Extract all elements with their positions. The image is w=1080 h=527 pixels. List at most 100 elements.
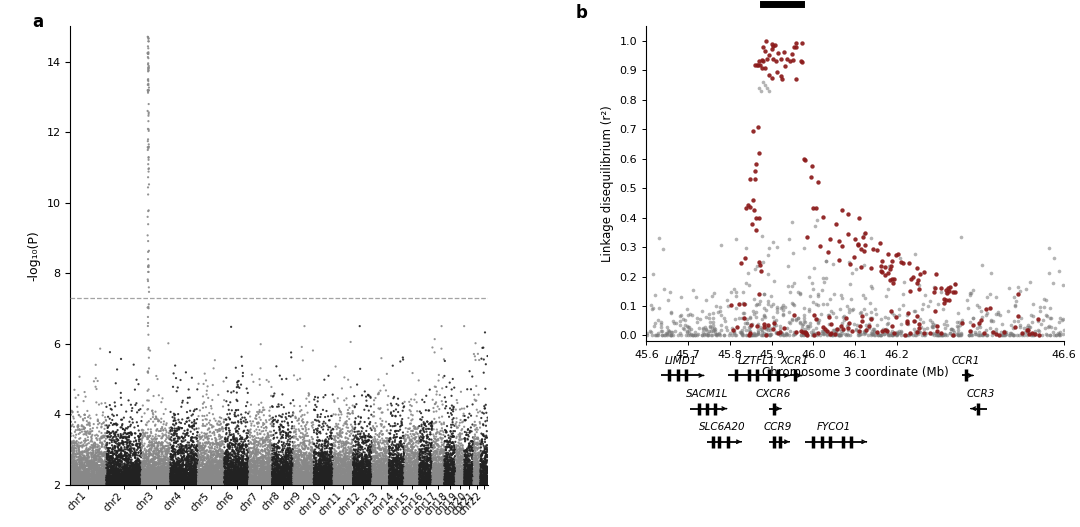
Point: [150, 470, 167, 478]
Point: [278, 475, 295, 484]
Point: [150, 457, 167, 466]
Point: [69, 470, 86, 479]
Point: [106, 464, 123, 473]
Point: [136, 472, 153, 480]
Point: [270, 474, 287, 483]
Point: [87, 480, 105, 489]
Point: [467, 444, 484, 453]
Point: [92, 465, 109, 473]
Point: [415, 471, 432, 479]
Point: [436, 474, 454, 482]
Point: [90, 477, 107, 486]
Point: [309, 397, 326, 406]
Point: [266, 466, 283, 475]
Point: [843, 268, 861, 277]
Point: [324, 467, 341, 475]
Point: [1041, 331, 1058, 339]
Point: [137, 480, 154, 488]
Point: [264, 464, 281, 472]
Point: [118, 472, 135, 481]
Point: [86, 475, 104, 483]
Point: [882, 262, 900, 270]
Point: [342, 444, 360, 453]
Point: [420, 479, 437, 487]
Point: [325, 454, 342, 463]
Point: [139, 468, 157, 476]
Point: [125, 464, 143, 473]
Point: [391, 479, 408, 487]
Point: [467, 454, 484, 462]
Point: [255, 476, 272, 484]
Point: [391, 461, 408, 470]
Point: [350, 445, 367, 453]
Point: [284, 442, 301, 450]
Point: [161, 445, 178, 453]
Point: [171, 472, 188, 480]
Point: [68, 472, 85, 481]
Point: [993, 328, 1010, 337]
Point: [76, 475, 93, 483]
Point: [228, 478, 245, 486]
Point: [432, 478, 449, 486]
Point: [136, 461, 153, 470]
Point: [431, 471, 448, 480]
Point: [467, 480, 484, 488]
Point: [308, 472, 325, 481]
Point: [186, 457, 203, 466]
Point: [73, 461, 91, 469]
Point: [104, 465, 121, 474]
Point: [252, 464, 269, 473]
Point: [285, 409, 302, 417]
Point: [994, 331, 1011, 339]
Point: [292, 477, 309, 486]
Point: [394, 443, 411, 451]
Point: [701, 323, 718, 331]
Point: [181, 470, 199, 479]
Point: [356, 457, 374, 465]
Point: [285, 474, 302, 482]
Point: [117, 481, 134, 489]
Point: [153, 471, 171, 480]
Point: [329, 437, 347, 446]
Point: [69, 465, 86, 474]
Point: [448, 469, 465, 477]
Point: [210, 456, 227, 465]
Point: [184, 479, 201, 487]
Point: [451, 463, 469, 471]
Point: [458, 466, 475, 475]
Point: [234, 472, 252, 480]
Point: [99, 467, 117, 475]
Point: [283, 467, 300, 476]
Point: [403, 475, 420, 484]
Point: [445, 474, 462, 482]
Point: [711, 329, 728, 337]
Point: [187, 471, 204, 479]
Point: [271, 478, 288, 486]
Point: [212, 434, 229, 443]
Point: [220, 475, 238, 484]
Point: [474, 479, 491, 487]
Point: [111, 474, 129, 483]
Point: [171, 434, 188, 443]
Point: [465, 477, 483, 486]
Point: [384, 479, 402, 487]
Point: [107, 458, 124, 466]
Point: [447, 480, 464, 488]
Point: [302, 477, 320, 486]
Point: [351, 365, 368, 373]
Point: [230, 476, 247, 484]
Point: [86, 431, 104, 440]
Point: [95, 432, 112, 440]
Point: [110, 441, 127, 449]
Point: [298, 480, 315, 489]
Point: [826, 329, 843, 337]
Point: [359, 473, 376, 482]
Point: [375, 454, 392, 463]
Point: [227, 458, 244, 467]
Point: [379, 457, 396, 466]
Point: [87, 446, 105, 455]
Point: [90, 452, 107, 460]
Point: [130, 443, 147, 452]
Point: [213, 447, 230, 455]
Point: [172, 474, 189, 483]
